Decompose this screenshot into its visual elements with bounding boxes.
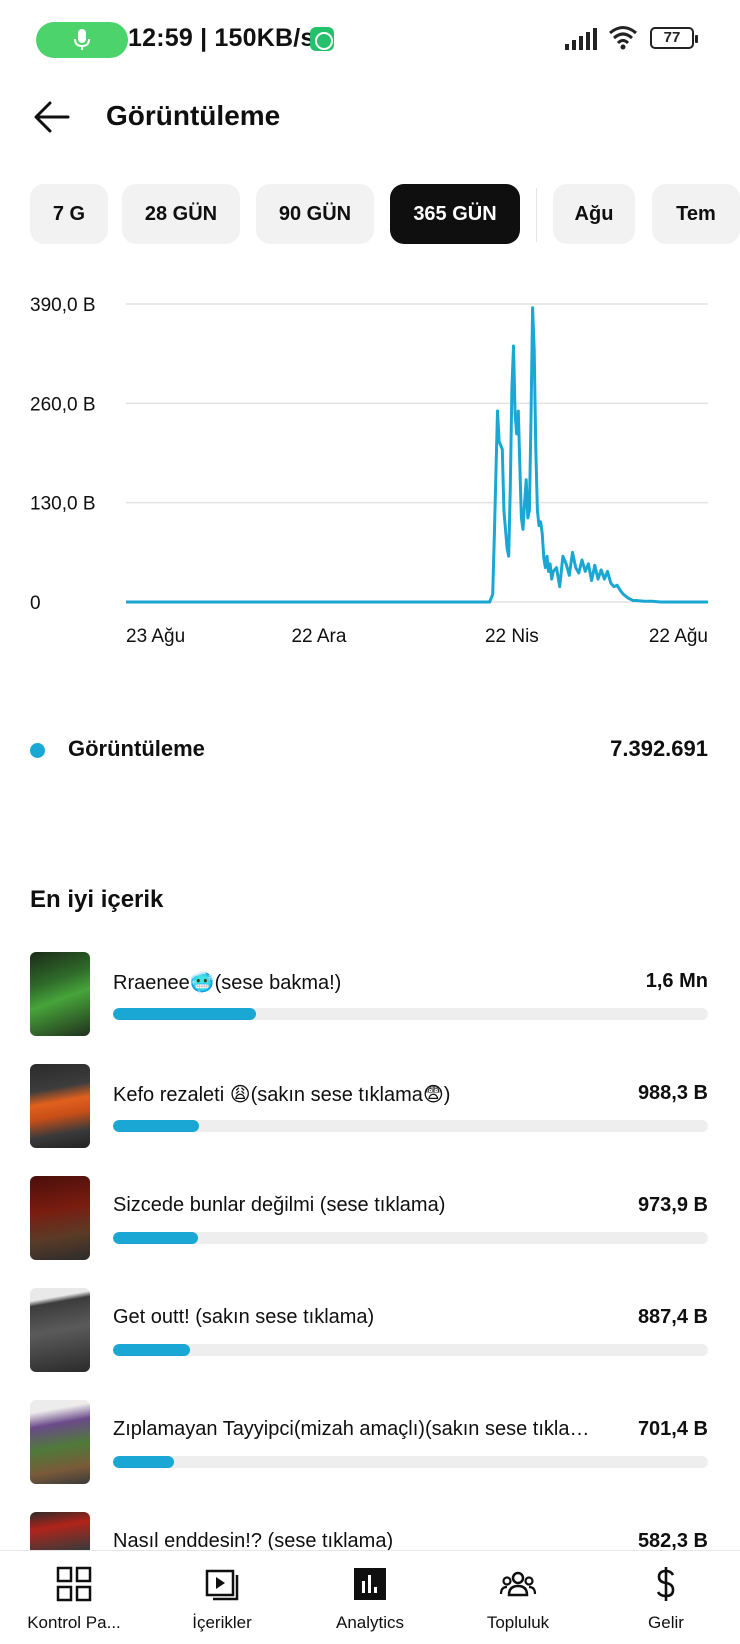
y-tick-label: 0 xyxy=(30,593,41,614)
video-thumbnail xyxy=(30,952,90,1036)
video-thumbnail xyxy=(30,1064,90,1148)
chip-90-days[interactable]: 90 GÜN xyxy=(256,184,374,244)
content-title: Get outt! (sakın sese tıklama) xyxy=(113,1306,375,1328)
views-share-bar xyxy=(113,1120,708,1132)
status-bar: 12:59 | 150KB/s 77 xyxy=(0,0,740,80)
views-share-bar xyxy=(113,1232,708,1244)
content-views: 973,9 B xyxy=(637,1194,708,1216)
x-tick-label: 22 Ara xyxy=(291,626,346,647)
y-tick-label: 260,0 B xyxy=(30,394,96,415)
mic-indicator[interactable] xyxy=(36,22,128,58)
wifi-icon xyxy=(609,26,637,50)
nav-content[interactable]: İçerikler xyxy=(148,1551,296,1644)
views-chart[interactable]: 390,0 B 260,0 B 130,0 B 0 23 Ağu 22 Ara 22 Nis… xyxy=(0,290,740,690)
nav-community-label: Topluluk xyxy=(486,1613,550,1632)
views-share-fill xyxy=(113,1008,256,1020)
video-thumbnail xyxy=(30,1288,90,1372)
views-share-bar xyxy=(113,1456,708,1468)
content-item[interactable]: Sizcede bunlar değilmi (sese tıklama) 97… xyxy=(0,1174,740,1264)
content-title: Kefo rezaleti 😩(sakın sese tıklama😨) xyxy=(113,1084,451,1106)
arrow-left-icon xyxy=(34,101,70,133)
views-share-fill xyxy=(113,1456,175,1468)
x-tick-label: 23 Ağu xyxy=(126,626,185,647)
total-views-row: Görüntüleme 7.392.691 xyxy=(0,730,740,770)
views-share-bar xyxy=(113,1344,708,1356)
nav-analytics[interactable]: Analytics xyxy=(296,1551,444,1644)
page-title: Görüntüleme xyxy=(106,100,281,131)
status-time-speed: 12:59 | 150KB/s xyxy=(128,24,315,52)
nav-analytics-label: Analytics xyxy=(335,1613,405,1632)
y-tick-label: 130,0 B xyxy=(30,494,96,515)
chip-365-days[interactable]: 365 GÜN xyxy=(390,184,520,244)
views-share-fill xyxy=(113,1120,200,1132)
top-content-title: En iyi içerik xyxy=(30,886,164,913)
views-share-fill xyxy=(113,1344,191,1356)
y-tick-label: 390,0 B xyxy=(30,295,96,316)
nav-revenue[interactable]: Gelir xyxy=(592,1551,740,1644)
video-thumbnail xyxy=(30,1176,90,1260)
nav-dashboard[interactable]: Kontrol Pa... xyxy=(0,1551,148,1644)
content-icon xyxy=(205,1569,239,1601)
chip-july[interactable]: Tem xyxy=(652,184,740,244)
back-button[interactable] xyxy=(28,92,78,142)
nav-community[interactable]: Topluluk xyxy=(444,1551,592,1644)
video-thumbnail xyxy=(30,1400,90,1484)
content-item[interactable]: Rraenee🥶(sese bakma!) 1,6 Mn xyxy=(0,950,740,1040)
chip-28-days[interactable]: 28 GÜN xyxy=(122,184,240,244)
chip-august[interactable]: Ağu xyxy=(553,184,635,244)
community-icon xyxy=(499,1571,537,1597)
content-item[interactable]: Kefo rezaleti 😩(sakın sese tıklama😨) 988… xyxy=(0,1062,740,1152)
battery-indicator: 77 xyxy=(650,27,698,49)
x-tick-label: 22 Ağu xyxy=(649,626,708,647)
views-share-fill xyxy=(113,1232,199,1244)
dashboard-icon xyxy=(56,1566,92,1602)
content-title: Rraenee🥶(sese bakma!) xyxy=(113,972,342,994)
content-item[interactable]: Get outt! (sakın sese tıklama) 887,4 B xyxy=(0,1286,740,1376)
legend-dot xyxy=(30,743,45,758)
total-views-value: 7.392.691 xyxy=(610,736,708,761)
whatsapp-icon xyxy=(310,27,334,51)
content-views: 988,3 B xyxy=(637,1082,708,1104)
nav-dashboard-label: Kontrol Pa... xyxy=(27,1613,121,1632)
content-views: 701,4 B xyxy=(637,1418,708,1440)
series-line xyxy=(126,306,708,604)
x-tick-label: 22 Nis xyxy=(485,626,539,647)
content-item[interactable]: Zıplamayan Tayyipci(mizah amaçlı)(sakın … xyxy=(0,1398,740,1488)
mic-icon xyxy=(74,29,90,50)
views-chart-svg: 390,0 B 260,0 B 130,0 B 0 23 Ağu 22 Ara 22 Nis… xyxy=(30,295,708,647)
analytics-icon xyxy=(354,1568,386,1600)
total-views-label: Görüntüleme xyxy=(68,736,205,761)
app-header: Görüntüleme xyxy=(0,80,740,190)
content-title: Sizcede bunlar değilmi (sese tıklama) xyxy=(113,1194,446,1216)
content-views: 887,4 B xyxy=(637,1306,708,1328)
chip-divider xyxy=(536,188,537,242)
bottom-navigation: Kontrol Pa... İçerikler Analytics Toplul… xyxy=(0,1550,740,1644)
content-views: 1,6 Mn xyxy=(645,970,708,992)
chip-7-days[interactable]: 7 G xyxy=(30,184,108,244)
nav-revenue-label: Gelir xyxy=(648,1613,684,1632)
signal-icon xyxy=(565,28,597,50)
content-title: Zıplamayan Tayyipci(mizah amaçlı)(sakın … xyxy=(113,1418,603,1440)
views-share-bar xyxy=(113,1008,708,1020)
content-views: 582,3 B xyxy=(637,1530,708,1552)
dollar-icon xyxy=(656,1567,675,1601)
period-chips: 7 G 28 GÜN 90 GÜN 365 GÜN Ağu Tem xyxy=(0,184,740,246)
nav-content-label: İçerikler xyxy=(192,1613,252,1632)
